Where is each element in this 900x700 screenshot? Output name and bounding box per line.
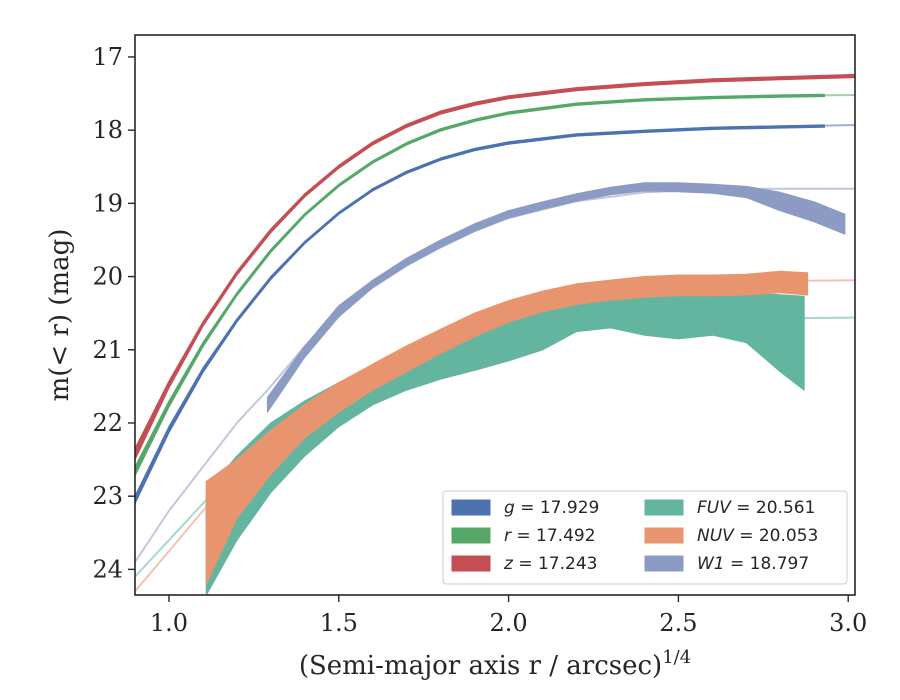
- y-tick-label: 18: [92, 116, 123, 144]
- y-tick-label: 22: [92, 409, 123, 437]
- y-tick-label: 20: [92, 263, 123, 291]
- y-tick-label: 17: [92, 43, 123, 71]
- plot-frame: [134, 34, 856, 596]
- y-axis-label: m(< r) (mag): [45, 229, 75, 402]
- measured-bands: [135, 73, 855, 595]
- x-tick-label: 1.0: [150, 609, 188, 637]
- legend-swatch-nuv: [644, 527, 684, 544]
- legend-label-r: r = 17.492: [504, 526, 596, 546]
- band-nuv: [205, 270, 809, 585]
- legend-swatch-w1: [644, 555, 684, 572]
- legend-swatch-r: [451, 527, 491, 544]
- band-g: [135, 124, 826, 505]
- x-axis-label-power: 1/4: [662, 647, 691, 668]
- y-tick-label: 19: [92, 189, 123, 217]
- x-tick-label: 2.5: [659, 609, 697, 637]
- y-tick-label: 24: [92, 555, 123, 583]
- legend-label-fuv: FUV = 20.561: [697, 498, 815, 518]
- band-r: [135, 93, 826, 477]
- band-z: [135, 73, 855, 461]
- legend-swatch-g: [451, 499, 491, 516]
- legend-label-nuv: NUV = 20.053: [697, 526, 818, 546]
- y-tick-label: 21: [92, 336, 123, 364]
- band-w1: [266, 182, 846, 413]
- x-tick-label: 2.0: [489, 609, 527, 637]
- legend-label-g: g = 17.929: [504, 498, 599, 518]
- x-tick-label: 1.5: [320, 609, 358, 637]
- legend-label-w1: W1 = 18.797: [697, 554, 809, 574]
- legend-label-z: z = 17.243: [503, 554, 597, 574]
- y-tick-label: 23: [92, 482, 123, 510]
- x-tick-label: 3.0: [829, 609, 867, 637]
- x-axis-ticks: 1.0 1.5 2.0 2.5 3.0: [150, 595, 867, 637]
- legend-swatch-z: [451, 555, 491, 572]
- x-axis-label-text: (Semi-major axis r / arcsec): [299, 651, 662, 681]
- y-axis-ticks: 17 18 19 20 21 22 23 24: [92, 43, 135, 583]
- legend: g = 17.929 r = 17.492 z = 17.243 FUV = 20.5…: [442, 490, 848, 585]
- x-axis-label: (Semi-major axis r / arcsec)1/4: [299, 647, 691, 681]
- legend-swatch-fuv: [644, 499, 684, 516]
